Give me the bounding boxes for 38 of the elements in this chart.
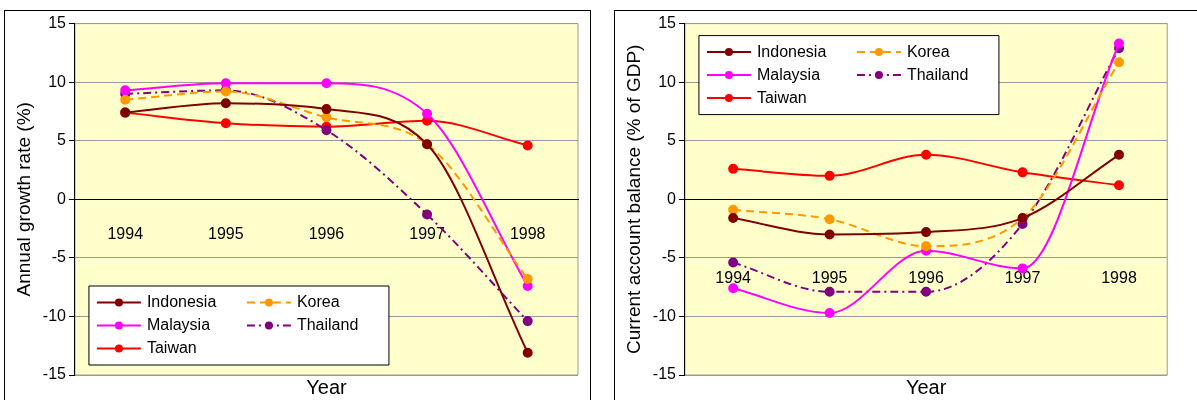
- legend-label: Malaysia: [756, 65, 821, 83]
- y-axis-title: Current account balance (% of GDP): [622, 44, 644, 355]
- x-tick-label: 1998: [509, 225, 546, 243]
- legend-label: Thailand: [296, 315, 359, 333]
- y-tick-label: 5: [57, 131, 67, 149]
- legend-label: Thailand: [906, 65, 969, 83]
- legend-label: Malaysia: [146, 315, 211, 333]
- legend-label: Taiwan: [756, 88, 807, 106]
- legend-label: Indonesia: [756, 42, 827, 60]
- legend-label: Indonesia: [146, 292, 217, 310]
- y-tick-label: 10: [658, 72, 677, 90]
- y-tick-label: 10: [48, 72, 67, 90]
- y-tick-label: 15: [658, 14, 677, 32]
- x-tick-label: 1997: [1004, 269, 1041, 287]
- x-tick-label: 1996: [308, 225, 345, 243]
- y-tick-label: -5: [51, 248, 67, 266]
- y-tick-label: 15: [48, 14, 67, 32]
- legend-label: Korea: [906, 42, 950, 60]
- y-tick-label: -15: [42, 365, 67, 383]
- x-tick-label: 1998: [1101, 269, 1137, 287]
- x-axis-title: Year: [306, 375, 347, 398]
- y-tick-label: -10: [42, 306, 67, 324]
- legend-label: Taiwan: [146, 338, 197, 356]
- x-tick-label: 1994: [715, 269, 752, 287]
- x-tick-label: 1995: [208, 225, 244, 243]
- y-tick-label: 0: [57, 189, 67, 207]
- x-tick-label: 1997: [409, 225, 445, 243]
- y-tick-label: -15: [652, 365, 677, 383]
- y-tick-label: 0: [667, 189, 677, 207]
- x-tick-label: 1994: [107, 225, 144, 243]
- y-tick-label: -5: [661, 248, 677, 266]
- y-tick-label: 5: [667, 131, 677, 149]
- y-tick-label: -10: [652, 306, 677, 324]
- x-tick-label: 1995: [811, 269, 848, 287]
- y-axis-title: Annual growth rate (%): [12, 102, 34, 297]
- x-axis-title: Year: [905, 375, 947, 398]
- legend-label: Korea: [296, 292, 340, 310]
- x-tick-label: 1996: [908, 269, 944, 287]
